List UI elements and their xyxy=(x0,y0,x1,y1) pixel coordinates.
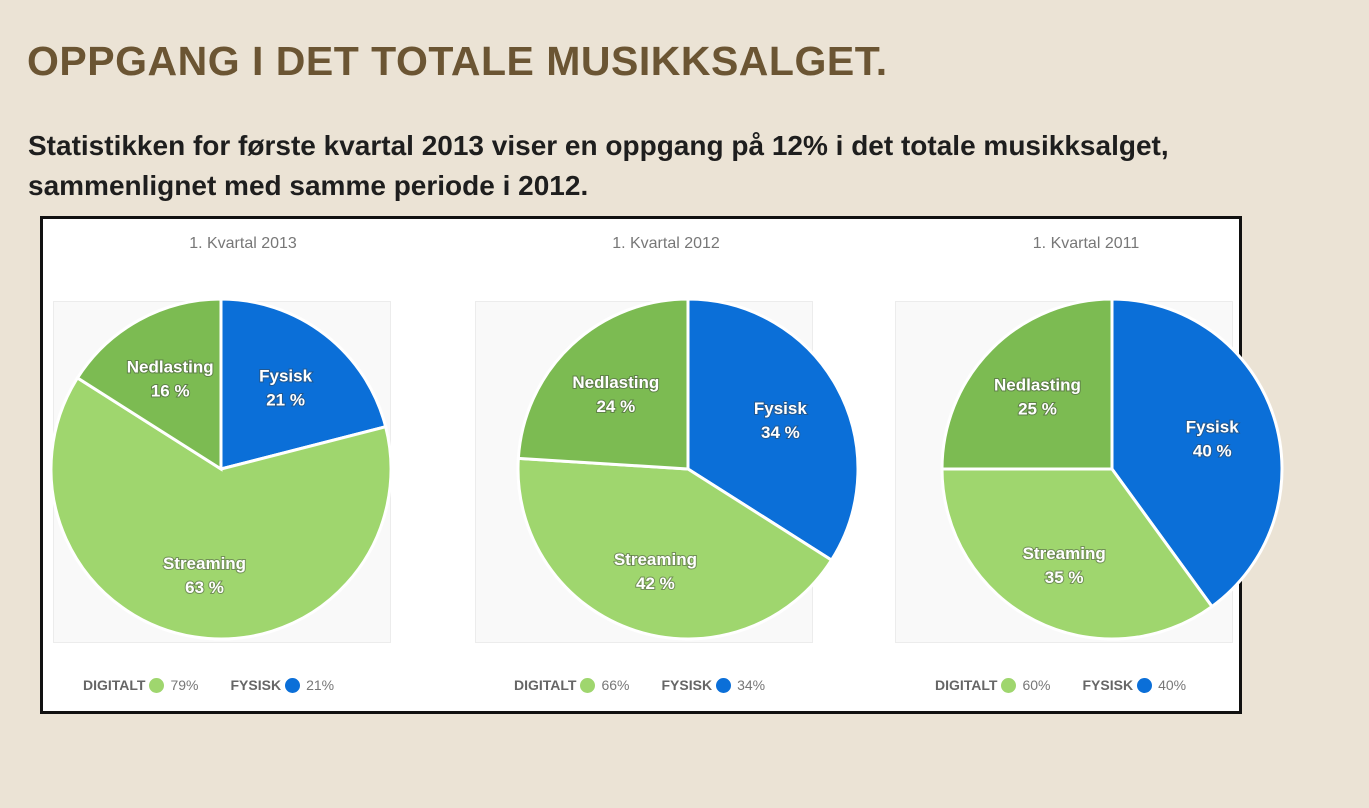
pie-slice-name: Streaming xyxy=(163,554,246,573)
legend-physical-value: 21% xyxy=(306,677,335,693)
pie-slice-value-label: 21 % xyxy=(266,391,305,410)
pie-chart-2013: Fysisk 21 % Streaming 63 % Nedlasting 16 % xyxy=(49,297,393,641)
legend-digital-value: 79% xyxy=(170,677,199,693)
legend-physical-dot xyxy=(716,677,732,693)
pie-slice-value-label: 34 % xyxy=(761,423,800,442)
pie-slice-streaming xyxy=(516,456,834,641)
chart-legend: DIGITALT 79% FYSISK 21% xyxy=(83,677,334,693)
legend-digital-value: 60% xyxy=(1022,677,1051,693)
pie-slice-name: Streaming xyxy=(614,550,697,569)
chart-title: 1. Kvartal 2012 xyxy=(612,235,720,252)
legend-physical-value: 34% xyxy=(737,677,766,693)
chart-image-frame: 1. Kvartal 2013 Fysisk 21 % Streaming 63 % N… xyxy=(40,216,1284,714)
pie-slice-value-label: 42 % xyxy=(636,574,675,593)
pie-slice-nedlasting xyxy=(516,297,690,471)
legend-digital-label: DIGITALT xyxy=(935,677,998,693)
chart-title: 1. Kvartal 2013 xyxy=(189,235,297,252)
legend-digital-dot xyxy=(149,677,165,693)
pie-slice-streaming xyxy=(49,375,393,641)
pie-panel-2012: 1. Kvartal 2012 Fysisk 34 % Streaming 42 % N… xyxy=(466,219,866,711)
pie-panel-2013: 1. Kvartal 2013 Fysisk 21 % Streaming 63 % N… xyxy=(43,219,443,711)
legend-physical-label: FYSISK xyxy=(1082,677,1134,693)
page-heading: OPPGANG I DET TOTALE MUSIKKSALGET. xyxy=(27,38,888,84)
legend-digital-value: 66% xyxy=(601,677,630,693)
pie-slice-value-label: 25 % xyxy=(1018,399,1057,418)
legend-physical-value: 40% xyxy=(1158,677,1187,693)
pie-slice-fysisk xyxy=(1110,297,1284,609)
legend-physical-dot xyxy=(1137,677,1153,693)
legend-physical-label: FYSISK xyxy=(230,677,282,693)
pie-slice-fysisk xyxy=(219,297,388,471)
pie-slice-streaming xyxy=(940,467,1215,641)
legend-digital-dot xyxy=(580,677,596,693)
chart-legend: DIGITALT 60% FYSISK 40% xyxy=(935,677,1186,693)
pie-slice-value-label: 35 % xyxy=(1045,568,1084,587)
pie-chart-2011: Fysisk 40 % Streaming 35 % Nedlasting 25 % xyxy=(940,297,1284,641)
pie-slice-nedlasting xyxy=(940,297,1114,471)
legend-digital-label: DIGITALT xyxy=(83,677,146,693)
pie-slice-value-label: 24 % xyxy=(596,397,635,416)
pie-slice-name: Streaming xyxy=(1023,544,1106,563)
pie-slice-name: Nedlasting xyxy=(994,375,1081,394)
pie-slice-value-label: 63 % xyxy=(185,578,224,597)
pie-slice-value-label: 16 % xyxy=(151,382,190,401)
pie-chart-2012: Fysisk 34 % Streaming 42 % Nedlasting 24 % xyxy=(516,297,860,641)
legend-physical-label: FYSISK xyxy=(661,677,713,693)
chart-legend: DIGITALT 66% FYSISK 34% xyxy=(514,677,765,693)
legend-physical-dot xyxy=(285,677,301,693)
pie-slice-name: Fysisk xyxy=(259,367,312,386)
pie-slice-nedlasting xyxy=(75,297,223,472)
legend-digital-label: DIGITALT xyxy=(514,677,577,693)
legend-digital-dot xyxy=(1001,677,1017,693)
pie-panel-2011: 1. Kvartal 2011 Fysisk 40 % Streaming 35 % N… xyxy=(886,219,1286,711)
intro-text: Statistikken for første kvartal 2013 vis… xyxy=(28,130,1169,201)
pie-slice-value-label: 40 % xyxy=(1193,441,1232,460)
pie-slice-name: Nedlasting xyxy=(572,373,659,392)
pie-slice-name: Fysisk xyxy=(754,399,807,418)
pie-slice-name: Nedlasting xyxy=(127,358,214,377)
chart-title: 1. Kvartal 2011 xyxy=(1032,235,1140,252)
pie-slice-name: Fysisk xyxy=(1186,417,1239,436)
